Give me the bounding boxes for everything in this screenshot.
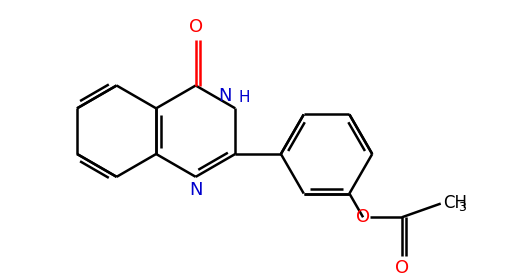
Text: CH: CH (443, 193, 466, 212)
Text: N: N (189, 181, 202, 199)
Text: 3: 3 (458, 201, 466, 214)
Text: O: O (356, 208, 370, 226)
Text: N: N (218, 87, 231, 106)
Text: O: O (395, 260, 409, 277)
Text: H: H (239, 90, 250, 106)
Text: O: O (188, 18, 203, 36)
